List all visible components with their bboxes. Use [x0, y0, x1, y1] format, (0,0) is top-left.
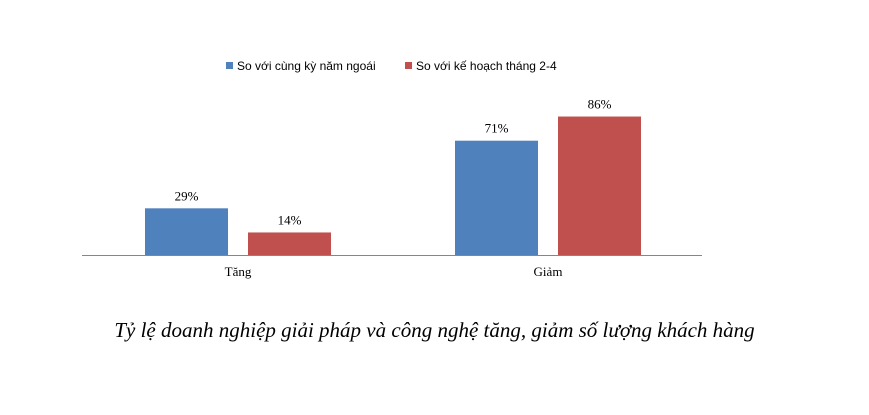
bar-chart: So với cùng kỳ năm ngoái So với kế hoạch …: [82, 59, 702, 279]
category-label-1: Giảm: [534, 264, 563, 279]
value-label-0-0: 29%: [175, 188, 199, 203]
value-label-0-1: 14%: [278, 212, 302, 227]
bar-1-1: [558, 116, 641, 255]
bar-0-0: [145, 208, 228, 255]
legend-label-1: So với kế hoạch tháng 2-4: [416, 59, 557, 73]
chart-bars: [145, 116, 641, 255]
chart-category-labels: Tăng Giảm: [225, 264, 563, 279]
value-label-1-0: 71%: [485, 121, 509, 136]
chart-legend: So với cùng kỳ năm ngoái So với kế hoạch …: [226, 59, 557, 73]
category-label-0: Tăng: [225, 264, 252, 279]
bar-1-0: [455, 140, 538, 255]
legend-swatch-0: [226, 62, 233, 69]
value-label-1-1: 86%: [588, 97, 612, 112]
legend-swatch-1: [405, 62, 412, 69]
chart-value-labels: 29% 14% 71% 86%: [175, 97, 612, 228]
bar-0-1: [248, 232, 331, 255]
chart-caption: Tỷ lệ doanh nghiệp giải pháp và công ngh…: [114, 318, 755, 342]
legend-label-0: So với cùng kỳ năm ngoái: [237, 59, 376, 73]
